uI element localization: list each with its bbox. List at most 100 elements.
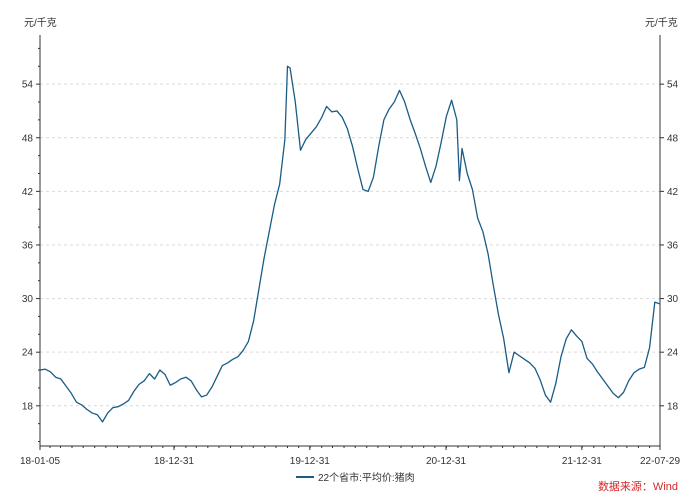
y-tick-label: 24 <box>667 348 679 359</box>
data-point <box>336 110 337 111</box>
data-point <box>232 359 233 360</box>
data-point <box>446 116 447 117</box>
data-point <box>378 146 379 147</box>
data-point <box>201 396 202 397</box>
data-point <box>477 218 478 219</box>
data-point <box>133 391 134 392</box>
data-point <box>118 406 119 407</box>
data-point <box>211 386 212 387</box>
data-point <box>409 118 410 119</box>
data-point <box>633 372 634 373</box>
data-point <box>571 329 572 330</box>
data-point <box>159 369 160 370</box>
data-point <box>654 302 655 303</box>
y-tick-label: 54 <box>22 80 34 91</box>
data-point <box>394 101 395 102</box>
data-point <box>373 176 374 177</box>
data-point <box>243 350 244 351</box>
data-point <box>55 377 56 378</box>
data-point <box>352 146 353 147</box>
x-tick-label: 18-01-05 <box>20 456 60 467</box>
data-point <box>76 402 77 403</box>
data-point <box>123 403 124 404</box>
data-point <box>368 191 369 192</box>
data-point <box>248 341 249 342</box>
data-point <box>128 400 129 401</box>
x-ticks: 18-01-05 18-12-31 19-12-31 20-12-31 21-12-31… <box>20 446 680 467</box>
data-point <box>456 119 457 120</box>
y-tick-label: 42 <box>22 187 34 198</box>
data-point <box>498 314 499 315</box>
data-point <box>618 397 619 398</box>
data-point <box>144 380 145 381</box>
data-point <box>586 358 587 359</box>
data-point <box>451 100 452 101</box>
data-point <box>555 383 556 384</box>
x-tick-label: 18-12-31 <box>154 456 194 467</box>
data-point <box>487 253 488 254</box>
data-point <box>287 66 288 67</box>
y-tick-label: 30 <box>22 294 34 305</box>
data-point <box>310 133 311 134</box>
series-layer <box>39 65 661 423</box>
data-point <box>659 303 660 304</box>
data-point <box>97 414 98 415</box>
data-point <box>321 117 322 118</box>
data-point <box>550 402 551 403</box>
data-point <box>269 231 270 232</box>
data-point <box>441 142 442 143</box>
y-tick-label: 54 <box>667 80 679 91</box>
data-point <box>430 182 431 183</box>
data-point <box>362 189 363 190</box>
data-point <box>300 150 301 151</box>
data-point <box>196 389 197 390</box>
legend-label: 22个省市:平均价:猪肉 <box>318 471 415 484</box>
data-point <box>347 128 348 129</box>
y-tick-label: 36 <box>667 240 679 251</box>
data-point <box>597 371 598 372</box>
data-point <box>493 285 494 286</box>
data-point <box>592 363 593 364</box>
x-tick-label: 22-07-29 <box>640 456 680 467</box>
data-point <box>92 412 93 413</box>
data-point <box>289 67 290 68</box>
y-tick-label: 24 <box>22 348 34 359</box>
data-point <box>342 117 343 118</box>
data-point <box>383 119 384 120</box>
data-point <box>435 166 436 167</box>
data-point <box>164 374 165 375</box>
data-point <box>222 365 223 366</box>
data-point <box>545 394 546 395</box>
data-point <box>357 168 358 169</box>
data-point <box>639 369 640 370</box>
data-point <box>503 338 504 339</box>
data-point <box>138 384 139 385</box>
data-point <box>316 126 317 127</box>
data-point <box>284 139 285 140</box>
data-point <box>420 148 421 149</box>
data-point <box>237 356 238 357</box>
data-point <box>566 338 567 339</box>
data-point <box>388 109 389 110</box>
data-point <box>399 90 400 91</box>
y-tick-label: 48 <box>667 133 679 144</box>
x-tick-label: 19-12-31 <box>290 456 330 467</box>
data-point <box>331 111 332 112</box>
data-point <box>425 166 426 167</box>
data-point <box>227 362 228 363</box>
data-point <box>628 380 629 381</box>
data-point <box>576 336 577 337</box>
data-point <box>581 341 582 342</box>
data-point <box>415 133 416 134</box>
data-point <box>607 386 608 387</box>
data-point <box>461 148 462 149</box>
data-point <box>472 189 473 190</box>
data-point <box>482 231 483 232</box>
data-point <box>534 368 535 369</box>
data-point <box>305 139 306 140</box>
data-point <box>263 258 264 259</box>
data-point <box>102 421 103 422</box>
y-axis-unit-left: 元/千克 <box>24 17 57 29</box>
data-point <box>217 376 218 377</box>
